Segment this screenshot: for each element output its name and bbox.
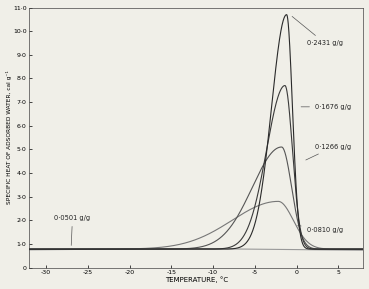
Text: 0·1266 g/g: 0·1266 g/g bbox=[306, 144, 351, 160]
Text: 0·0810 g/g: 0·0810 g/g bbox=[298, 225, 343, 233]
Text: 0·0501 g/g: 0·0501 g/g bbox=[54, 215, 90, 245]
Text: 0·1676 g/g: 0·1676 g/g bbox=[301, 104, 351, 110]
X-axis label: TEMPERATURE, °C: TEMPERATURE, °C bbox=[165, 277, 228, 284]
Text: 0·2431 g/g: 0·2431 g/g bbox=[292, 16, 343, 46]
Y-axis label: SPECIFIC HEAT OF ADSORBED WATER, cal g⁻¹: SPECIFIC HEAT OF ADSORBED WATER, cal g⁻¹ bbox=[6, 71, 11, 204]
